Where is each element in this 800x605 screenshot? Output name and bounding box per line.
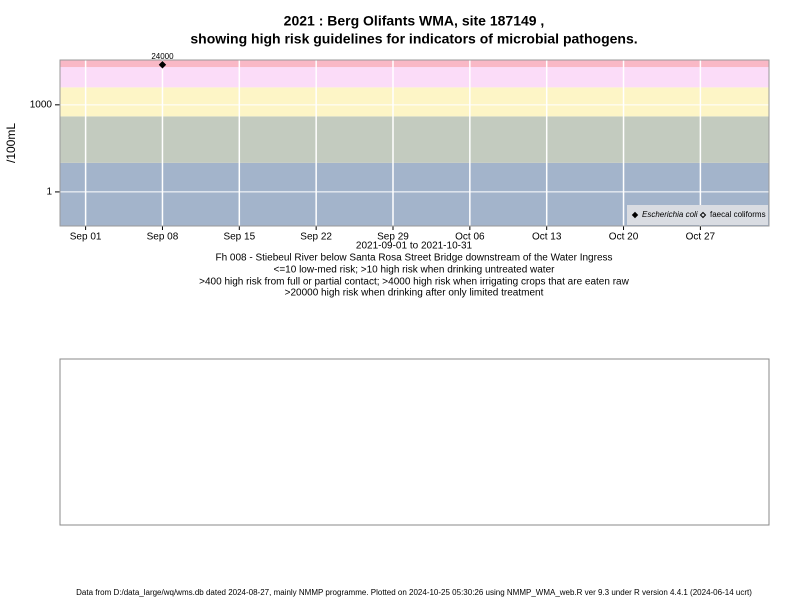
- x-tick-label: Sep 08: [147, 232, 179, 243]
- risk-band: [60, 87, 769, 117]
- data-point: [158, 61, 167, 69]
- x-tick-label: Oct 13: [532, 232, 562, 243]
- legend-box: [627, 205, 768, 225]
- y-tick-label: 1000: [30, 99, 53, 110]
- legend-marker: [699, 211, 707, 219]
- note: <=10 low-med risk; >10 high risk when dr…: [274, 265, 556, 276]
- legend-label: Escherichia coli: [642, 210, 698, 219]
- chart-subtitle: showing high risk guidelines for indicat…: [190, 31, 637, 47]
- note: >20000 high risk when drinking after onl…: [285, 288, 544, 299]
- risk-band: [60, 60, 769, 68]
- legend-label: faecal coliforms: [710, 210, 766, 219]
- x-tick-label: Oct 20: [609, 232, 639, 243]
- data-label: 24000: [151, 52, 174, 61]
- x-tick-label: Oct 27: [686, 232, 716, 243]
- x-tick-label: Sep 15: [223, 232, 255, 243]
- x-tick-label: Sep 01: [70, 232, 102, 243]
- x-tick-label: Oct 06: [455, 232, 485, 243]
- plot-frame: [59, 59, 770, 227]
- x-tick-label: Sep 22: [300, 232, 332, 243]
- chart-title: 2021 : Berg Olifants WMA, site 187149 ,: [284, 13, 545, 29]
- x-axis-label: 2021-09-01 to 2021-10-31: [356, 241, 473, 252]
- x-tick-label: Sep 29: [377, 232, 409, 243]
- risk-band: [60, 67, 769, 88]
- risk-band: [60, 116, 769, 163]
- y-axis-label: /100mL: [4, 123, 18, 163]
- note: Fh 008 - Stiebeul River below Santa Rosa…: [215, 253, 612, 264]
- note: >400 high risk from full or partial cont…: [199, 277, 629, 288]
- y-tick-label: 1: [46, 187, 52, 198]
- footer: Data from D:/data_large/wq/wms.db dated …: [76, 588, 752, 597]
- legend-marker: [631, 211, 639, 219]
- empty-panel: [59, 358, 770, 526]
